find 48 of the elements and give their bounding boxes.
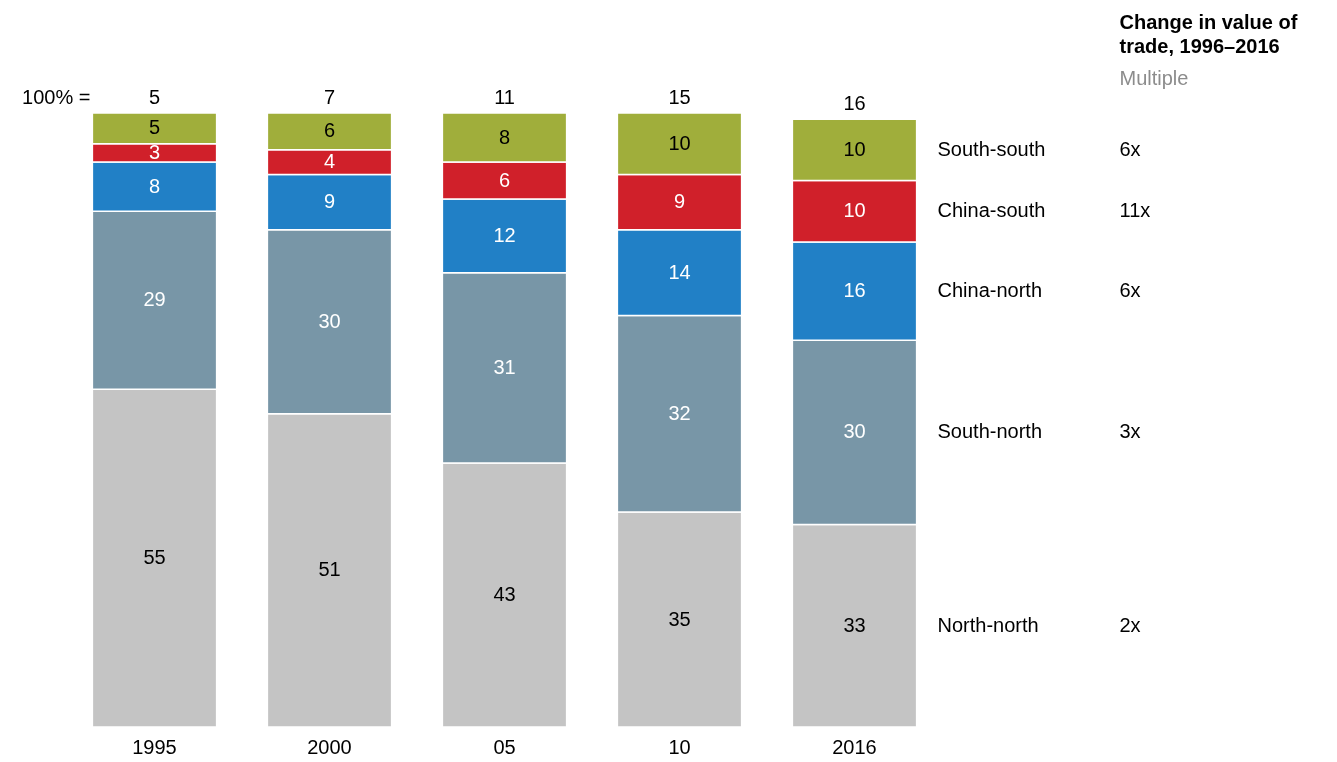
- x-tick-label: 2016: [832, 735, 877, 758]
- text: 2x: [1119, 613, 1141, 636]
- data-label: 31: [493, 355, 516, 378]
- text: 11x: [1119, 199, 1151, 222]
- data-label: 10: [668, 131, 691, 154]
- series-label: North-north: [937, 613, 1039, 636]
- data-label: 29: [143, 288, 166, 311]
- data-label: 14: [668, 260, 691, 283]
- data-label: 30: [318, 309, 341, 332]
- data-label: 8: [148, 174, 161, 197]
- data-label: 16: [843, 279, 866, 302]
- annotation: 15: [668, 86, 691, 108]
- data-label: 3: [148, 140, 161, 163]
- data-label: 43: [493, 582, 516, 605]
- text: Multiple: [1119, 67, 1189, 89]
- data-label: 35: [668, 607, 691, 630]
- annotation: 11: [494, 86, 515, 108]
- x-tick-label: 05: [493, 735, 516, 758]
- text: Change in value of trade, 1996–2016: [1119, 11, 1298, 57]
- series-label: South-south: [937, 137, 1046, 160]
- data-label: 6: [498, 168, 511, 191]
- annotation: 5: [148, 86, 161, 108]
- data-label: 4: [323, 150, 336, 173]
- data-label: 32: [668, 401, 691, 424]
- series-label: China-south: [937, 199, 1046, 222]
- data-label: 30: [843, 420, 866, 443]
- x-tick-label: 1995: [132, 735, 177, 758]
- data-label: 8: [498, 125, 511, 148]
- data-label: 5: [148, 116, 161, 139]
- series-label: China-north: [937, 279, 1043, 302]
- data-label: 51: [318, 558, 341, 581]
- data-label: 55: [143, 546, 166, 569]
- data-label: 10: [843, 137, 866, 160]
- text: 6x: [1119, 137, 1141, 160]
- data-label: 10: [843, 199, 866, 222]
- annotation: 7: [323, 86, 336, 108]
- series-label: South-north: [937, 420, 1043, 443]
- x-tick-label: 10: [668, 735, 691, 758]
- annotation: 16: [843, 92, 866, 115]
- text: 100% =: [22, 86, 91, 108]
- data-label: 9: [673, 190, 686, 213]
- data-label: 33: [843, 613, 866, 636]
- x-tick-label: 2000: [307, 735, 352, 758]
- data-label: 9: [323, 190, 336, 213]
- data-label: 12: [493, 223, 516, 246]
- text: 6x: [1119, 279, 1141, 302]
- text: 3x: [1119, 420, 1141, 443]
- data-label: 6: [323, 119, 336, 142]
